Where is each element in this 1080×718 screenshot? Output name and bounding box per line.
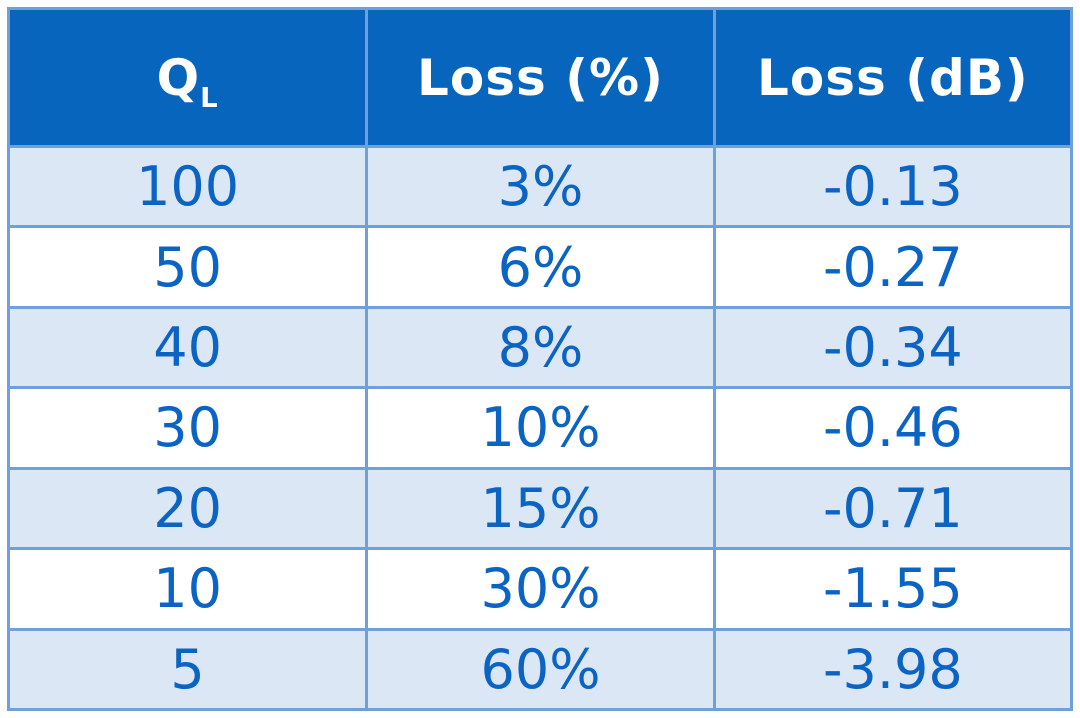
cell-ql: 50 (6, 225, 369, 309)
cell-loss-db: -0.13 (712, 144, 1074, 229)
table-row: 20 15% -0.71 (6, 466, 1074, 551)
cell-ql: 20 (6, 466, 369, 551)
cell-ql: 30 (6, 386, 369, 470)
header-row: QL Loss (%) Loss (dB) (6, 7, 1074, 148)
ql-symbol: Q (156, 48, 201, 107)
table-row: 50 6% -0.27 (6, 225, 1074, 309)
cell-ql: 5 (6, 627, 369, 712)
header-ql: QL (6, 7, 369, 148)
table-row: 5 60% -3.98 (6, 627, 1074, 712)
cell-loss-db: -3.98 (712, 627, 1074, 712)
cell-loss-pct: 8% (365, 305, 716, 390)
table-row: 10 30% -1.55 (6, 547, 1074, 631)
header-loss-pct: Loss (%) (365, 7, 716, 148)
cell-loss-db: -0.71 (712, 466, 1074, 551)
cell-loss-pct: 6% (365, 225, 716, 309)
cell-ql: 10 (6, 547, 369, 631)
header-loss-db: Loss (dB) (712, 7, 1074, 148)
cell-loss-db: -0.46 (712, 386, 1074, 470)
table-row: 30 10% -0.46 (6, 386, 1074, 470)
ql-subscript: L (200, 81, 219, 114)
cell-loss-pct: 30% (365, 547, 716, 631)
cell-loss-pct: 10% (365, 386, 716, 470)
table-row: 40 8% -0.34 (6, 305, 1074, 390)
cell-loss-db: -0.34 (712, 305, 1074, 390)
cell-loss-db: -1.55 (712, 547, 1074, 631)
cell-loss-pct: 3% (365, 144, 716, 229)
loss-table: QL Loss (%) Loss (dB) 100 3% -0.13 50 6%… (6, 7, 1074, 712)
table-row: 100 3% -0.13 (6, 144, 1074, 229)
table-header: QL Loss (%) Loss (dB) (6, 7, 1074, 148)
table-body: 100 3% -0.13 50 6% -0.27 40 8% -0.34 30 … (6, 144, 1074, 712)
cell-loss-pct: 15% (365, 466, 716, 551)
cell-loss-pct: 60% (365, 627, 716, 712)
cell-loss-db: -0.27 (712, 225, 1074, 309)
cell-ql: 40 (6, 305, 369, 390)
cell-ql: 100 (6, 144, 369, 229)
